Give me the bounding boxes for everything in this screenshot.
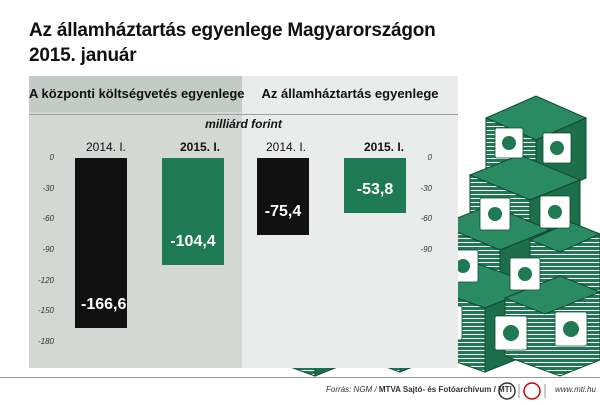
mtva-logo-icon [498, 382, 516, 400]
panel-header-general-government: Az államháztartás egyenlege [261, 86, 439, 101]
header-divider [29, 114, 458, 115]
y-tick-label: 0 [49, 153, 54, 162]
y-tick-label: -90 [420, 245, 432, 254]
y-tick-label: -120 [37, 275, 54, 285]
money-bundle-front-4 [503, 275, 600, 377]
unit-label: milliárd forint [205, 117, 282, 131]
y-tick-label: -90 [42, 245, 54, 254]
source-agency: MTVA Sajtó- és Fotóarchívum / MTI [378, 385, 512, 394]
category-label: 2015. I. [363, 140, 405, 154]
data-label: -104,4 [164, 230, 222, 253]
category-label: 2015. I. [179, 140, 221, 154]
y-tick-label: -180 [37, 337, 54, 346]
footer-divider [0, 377, 600, 378]
y-tick-label: 0 [427, 153, 432, 162]
mti-logo-icon [523, 382, 541, 400]
title-line-2: 2015. január [29, 45, 137, 66]
source-credit: Forrás: NGM / MTVA Sajtó- és Fotóarchívu… [326, 385, 512, 394]
bar [257, 158, 309, 236]
website-link[interactable]: www.mti.hu [555, 385, 596, 394]
page-title: Az államháztartás egyenlege Magyarország… [29, 18, 436, 68]
agency-logos [498, 382, 546, 400]
data-label: -53,8 [346, 178, 404, 201]
category-label: 2014. I. [85, 140, 127, 154]
y-tick-label: -60 [420, 214, 432, 224]
category-label: 2014. I. [265, 140, 307, 154]
title-line-1: Az államháztartás egyenlege Magyarország… [29, 20, 436, 41]
y-tick-label: -30 [420, 183, 432, 193]
source-prefix: Forrás: NGM / [326, 385, 379, 394]
data-label: -166,6 [77, 294, 126, 317]
y-tick-label: -30 [42, 183, 54, 193]
y-tick-label: -150 [37, 306, 54, 316]
panel-header-central-budget: A központi költségvetés egyenlege [29, 76, 245, 112]
y-tick-label: -60 [42, 214, 54, 224]
data-label: -75,4 [259, 201, 307, 224]
